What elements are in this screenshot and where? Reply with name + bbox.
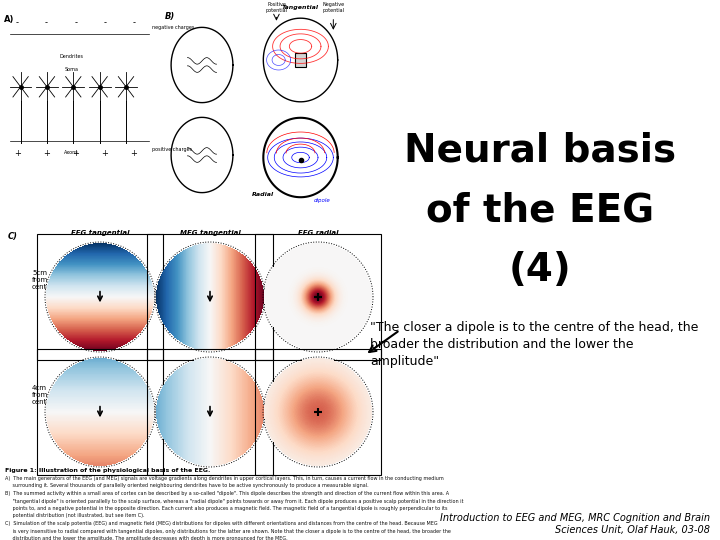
Text: -: - bbox=[74, 18, 77, 28]
Text: +: + bbox=[130, 149, 138, 158]
Text: A)  The main generators of the EEG (and MEG) signals are voltage gradients along: A) The main generators of the EEG (and M… bbox=[5, 476, 444, 481]
Text: "The closer a dipole is to the centre of the head, the: "The closer a dipole is to the centre of… bbox=[370, 321, 698, 334]
Text: Neural basis: Neural basis bbox=[404, 131, 676, 169]
Text: of the EEG: of the EEG bbox=[426, 191, 654, 229]
Text: distribution and the lower the amplitude. The amplitude decreases with depth is : distribution and the lower the amplitude… bbox=[5, 536, 287, 540]
Text: Positive
potential: Positive potential bbox=[266, 3, 287, 14]
Text: -: - bbox=[103, 18, 106, 28]
Text: C)  Simulation of the scalp potentia (EEG) and magnetic field (MEG) distribution: C) Simulation of the scalp potentia (EEG… bbox=[5, 521, 438, 526]
Text: "tangential dipole" is oriented parallelly to the scalp surface, whereas a "radi: "tangential dipole" is oriented parallel… bbox=[5, 498, 464, 503]
Text: EEG radial: EEG radial bbox=[298, 230, 338, 236]
Text: +: + bbox=[102, 149, 108, 158]
Text: 4cm
from
centre: 4cm from centre bbox=[32, 385, 55, 405]
Text: -: - bbox=[132, 18, 135, 28]
Text: broader the distribution and the lower the: broader the distribution and the lower t… bbox=[370, 339, 634, 352]
Text: Introduction to EEG and MEG, MRC Cognition and Brain: Introduction to EEG and MEG, MRC Cogniti… bbox=[440, 513, 710, 523]
Text: +: + bbox=[72, 149, 79, 158]
Bar bbox=[295, 53, 306, 67]
Text: is very insensitive to radial compared with tangential dipoles, only distributio: is very insensitive to radial compared w… bbox=[5, 529, 451, 534]
Text: amplitude": amplitude" bbox=[370, 355, 439, 368]
Text: -: - bbox=[16, 18, 19, 28]
Text: Dendrites: Dendrites bbox=[60, 54, 84, 59]
Text: dipole: dipole bbox=[314, 198, 330, 202]
Text: Radial: Radial bbox=[253, 192, 274, 197]
Text: Soma: Soma bbox=[65, 67, 78, 72]
Text: Negative
potential: Negative potential bbox=[323, 3, 344, 14]
Text: A): A) bbox=[4, 15, 14, 24]
Text: +: + bbox=[14, 149, 21, 158]
Text: B): B) bbox=[165, 12, 175, 21]
Text: MEG tangential: MEG tangential bbox=[179, 230, 240, 236]
Text: positive charges: positive charges bbox=[153, 147, 192, 152]
Text: Sciences Unit, Olaf Hauk, 03-08: Sciences Unit, Olaf Hauk, 03-08 bbox=[555, 525, 710, 535]
Text: C): C) bbox=[8, 232, 18, 241]
Text: Tangential: Tangential bbox=[282, 5, 319, 10]
Text: surrounding it. Several thousands of parallelly oriented neighbouring dendrites : surrounding it. Several thousands of par… bbox=[5, 483, 369, 489]
Text: potential distribution (not illustrated, but see item C).: potential distribution (not illustrated,… bbox=[5, 514, 145, 518]
Text: (4): (4) bbox=[508, 251, 572, 289]
Text: Figure 1: Illustration of the physiological basis of the EEG.: Figure 1: Illustration of the physiologi… bbox=[5, 468, 210, 473]
Text: B)  The summed activity within a small area of cortex can be described by a so-c: B) The summed activity within a small ar… bbox=[5, 491, 449, 496]
Text: -: - bbox=[45, 18, 48, 28]
Text: points to, and a negative potential in the opposite direction. Each current also: points to, and a negative potential in t… bbox=[5, 506, 448, 511]
Text: +: + bbox=[43, 149, 50, 158]
Text: 5cm
from
centre: 5cm from centre bbox=[32, 270, 55, 290]
Text: Axons: Axons bbox=[64, 150, 79, 155]
Text: negative charges: negative charges bbox=[153, 25, 194, 30]
Text: EEG tangential: EEG tangential bbox=[71, 230, 130, 236]
